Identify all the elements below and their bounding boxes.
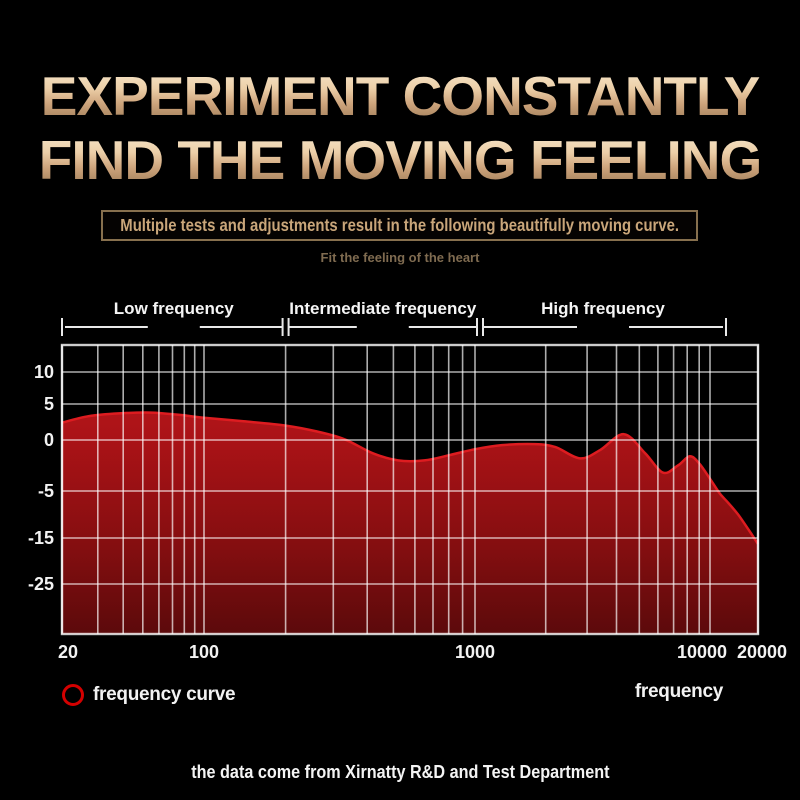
x-tick-label: 100 — [189, 642, 219, 662]
legend-curve-label: frequency curve — [93, 684, 236, 705]
band-label: Low frequency — [114, 299, 235, 318]
y-tick-label: 0 — [44, 430, 54, 450]
x-tick-label: 20000 — [737, 642, 787, 662]
tagline-text: Fit the feeling of the heart — [320, 250, 480, 265]
footer-note: the data come from Xirnatty R&D and Test… — [0, 761, 800, 783]
y-tick-label: 10 — [34, 362, 54, 382]
x-tick-label: 20 — [58, 642, 78, 662]
y-tick-label: -25 — [28, 574, 54, 594]
footer-text: the data come from Xirnatty R&D and Test… — [190, 762, 610, 782]
x-tick-label: 1000 — [455, 642, 495, 662]
frequency-curve-area — [62, 412, 758, 634]
band-label: Intermediate frequency — [289, 299, 477, 318]
page-title-line-1: EXPERIMENT CONSTANTLY — [0, 64, 800, 128]
band-label: High frequency — [541, 299, 665, 318]
subtitle-text: Multiple tests and adjustments result in… — [120, 215, 679, 235]
x-tick-label: 10000 — [677, 642, 727, 662]
subtitle-banner: Multiple tests and adjustments result in… — [101, 210, 698, 241]
page-title-line-2: FIND THE MOVING FEELING — [0, 128, 800, 192]
frequency-curve-line — [61, 411, 760, 545]
y-tick-label: -5 — [38, 481, 54, 501]
x-axis-title: frequency — [634, 681, 723, 702]
y-tick-label: -15 — [28, 528, 54, 548]
chart-border — [60, 343, 760, 636]
legend-circle-icon — [62, 684, 84, 706]
y-tick-label: 5 — [44, 394, 54, 414]
